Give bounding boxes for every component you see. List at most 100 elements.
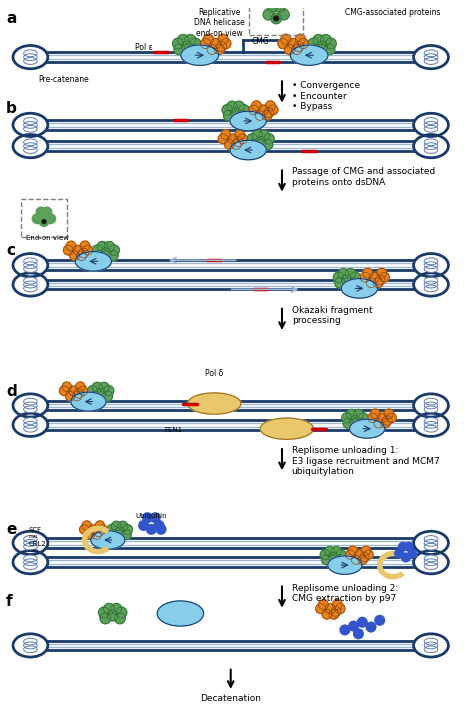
Ellipse shape [260,418,313,439]
Circle shape [364,550,373,560]
Circle shape [146,525,156,534]
Circle shape [100,247,111,258]
Circle shape [239,105,249,115]
Text: CMG: CMG [252,36,270,46]
Circle shape [294,41,304,52]
Circle shape [185,35,196,46]
Circle shape [319,599,328,609]
Circle shape [349,621,358,631]
Circle shape [107,610,118,621]
Circle shape [104,385,114,396]
Ellipse shape [421,537,441,549]
Text: FEN1: FEN1 [164,427,182,433]
Circle shape [351,555,361,565]
Ellipse shape [13,531,48,555]
Text: Passage of CMG and associated
proteins onto dsDNA: Passage of CMG and associated proteins o… [292,168,435,187]
Circle shape [227,101,237,112]
Circle shape [66,241,76,251]
Circle shape [234,101,244,112]
Circle shape [343,418,353,428]
Circle shape [374,419,383,428]
Circle shape [348,546,357,555]
Ellipse shape [13,550,48,574]
Circle shape [366,622,376,632]
Ellipse shape [414,531,448,555]
Text: Pol ε: Pol ε [135,43,153,52]
Circle shape [92,383,102,392]
Circle shape [108,250,118,261]
Circle shape [99,383,109,392]
Ellipse shape [91,530,125,549]
Ellipse shape [421,639,441,652]
Circle shape [99,607,109,618]
Circle shape [72,392,82,401]
Ellipse shape [414,413,448,437]
Circle shape [358,413,368,423]
Ellipse shape [13,394,48,417]
Circle shape [322,609,332,619]
Circle shape [252,101,261,110]
Circle shape [42,220,46,223]
Circle shape [404,542,413,551]
Text: Ubiquitin: Ubiquitin [136,513,167,519]
Circle shape [310,44,320,55]
Ellipse shape [21,119,40,131]
Ellipse shape [414,254,448,277]
Circle shape [316,604,326,614]
Text: f: f [6,594,13,609]
Circle shape [278,38,288,48]
Circle shape [189,44,200,55]
Circle shape [350,272,360,282]
Text: SCF: SCF [28,528,42,533]
Circle shape [263,139,273,150]
Circle shape [358,555,367,565]
Ellipse shape [421,278,441,291]
Circle shape [380,272,389,282]
Ellipse shape [349,419,385,438]
Ellipse shape [21,278,40,291]
Circle shape [42,207,52,217]
Circle shape [262,110,272,120]
Circle shape [408,549,417,558]
Circle shape [203,34,213,44]
Text: a: a [6,11,17,26]
Circle shape [361,546,371,555]
Ellipse shape [414,550,448,574]
Circle shape [332,599,342,609]
Circle shape [69,386,78,395]
Circle shape [115,527,125,537]
Circle shape [275,1,285,12]
Circle shape [399,542,407,551]
Text: $^{LRR1}$: $^{LRR1}$ [28,549,40,554]
Circle shape [224,139,234,149]
Circle shape [80,241,90,251]
Circle shape [150,513,160,523]
Circle shape [121,530,131,540]
Circle shape [95,521,105,530]
Circle shape [395,549,403,558]
Ellipse shape [181,45,219,65]
Circle shape [201,38,210,48]
Ellipse shape [230,111,266,131]
Circle shape [340,625,350,635]
Circle shape [354,629,363,638]
Ellipse shape [21,399,40,412]
Ellipse shape [414,273,448,296]
Circle shape [329,609,339,619]
Circle shape [292,44,302,55]
Text: Pol δ: Pol δ [205,370,223,378]
Ellipse shape [414,394,448,417]
Ellipse shape [21,51,40,63]
Circle shape [368,413,377,422]
Circle shape [313,35,324,46]
Circle shape [377,413,387,422]
Circle shape [143,513,152,523]
Ellipse shape [21,537,40,549]
Circle shape [387,413,396,422]
Circle shape [32,214,42,223]
Circle shape [65,392,75,401]
Text: e: e [6,522,17,537]
Circle shape [75,382,85,392]
Ellipse shape [21,556,40,569]
Circle shape [39,217,49,227]
